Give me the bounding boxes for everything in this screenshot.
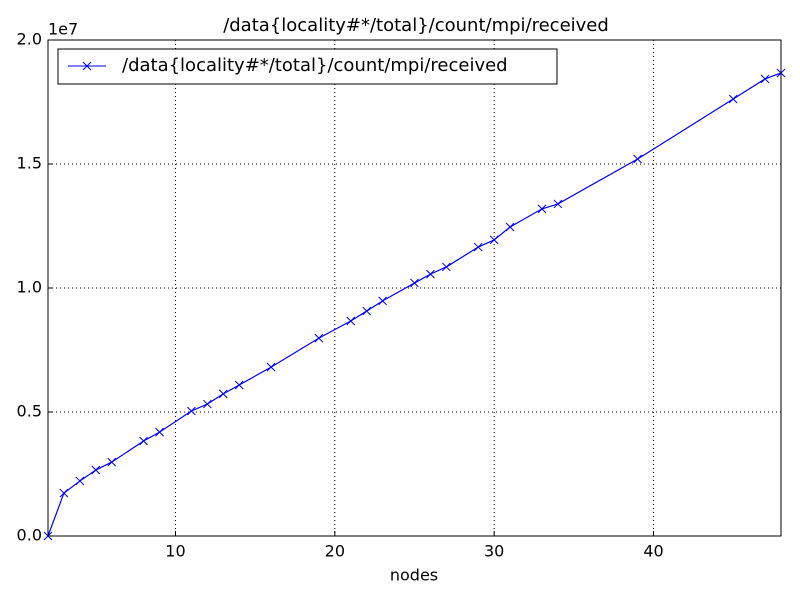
data-marker — [410, 278, 419, 288]
x-tick-label: 40 — [643, 542, 663, 561]
data-line — [47, 72, 782, 537]
y-offset-label: 1e7 — [48, 20, 78, 39]
data-marker — [266, 362, 276, 372]
data-marker — [107, 457, 117, 467]
data-marker — [202, 399, 212, 409]
data-marker — [489, 235, 499, 245]
chart-title: /data{locality#*/total}/count/mpi/receiv… — [223, 15, 609, 36]
data-marker — [155, 427, 164, 437]
data-marker — [505, 222, 515, 232]
data-marker — [473, 242, 483, 252]
y-tick-label: 1.5 — [17, 154, 42, 173]
y-tick-label: 0.5 — [17, 402, 42, 421]
data-marker — [139, 436, 148, 446]
data-marker — [553, 199, 563, 209]
data-marker — [378, 296, 387, 306]
data-marker — [728, 94, 738, 104]
x-tick-label: 20 — [325, 542, 345, 561]
x-axis-label: nodes — [390, 566, 438, 585]
data-marker — [346, 316, 356, 326]
data-marker — [442, 262, 451, 272]
data-marker — [75, 476, 85, 486]
y-tick-label: 2.0 — [17, 30, 42, 49]
data-marker — [91, 465, 101, 475]
x-tick-label: 30 — [484, 542, 504, 561]
plot-frame — [47, 39, 782, 537]
data-marker — [426, 269, 435, 279]
y-tick-label: 1.0 — [17, 278, 42, 297]
data-marker — [234, 380, 244, 390]
data-marker — [314, 333, 324, 343]
data-marker — [760, 74, 770, 84]
y-tick-label: 0.0 — [17, 526, 42, 545]
data-marker — [59, 488, 69, 498]
data-marker — [633, 154, 642, 164]
data-marker — [537, 204, 547, 214]
x-tick-label: 10 — [165, 542, 185, 561]
data-marker — [362, 306, 372, 316]
data-marker — [187, 406, 196, 416]
data-marker — [218, 389, 228, 399]
legend-marker — [82, 61, 92, 71]
legend-label: /data{locality#*/total}/count/mpi/receiv… — [122, 55, 508, 76]
legend-box — [57, 48, 558, 85]
